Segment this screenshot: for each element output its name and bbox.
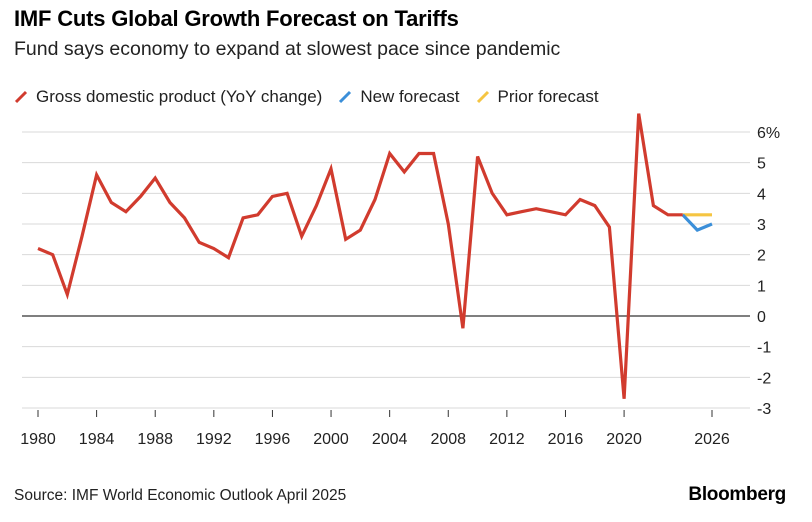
x-tick-label: 2026 [694,431,730,448]
y-tick-label: 2 [757,248,766,265]
x-tick-label: 1980 [20,431,56,448]
legend-item-prior-forecast: Prior forecast [476,87,599,107]
bloomberg-logo: Bloomberg [688,484,786,505]
y-tick-label: 1 [757,278,766,295]
x-tick-label: 1988 [137,431,173,448]
y-tick-label: 4 [757,186,766,203]
legend-label-new-forecast: New forecast [360,87,460,106]
x-tick-label: 1996 [255,431,291,448]
y-tick-label: -1 [757,340,771,357]
legend-swatch-prior-forecast [476,90,489,104]
chart-legend: Gross domestic product (YoY change) New … [14,87,615,107]
chart-subtitle: Fund says economy to expand at slowest p… [14,38,561,60]
source-note: Source: IMF World Economic Outlook April… [14,487,347,504]
legend-swatch-gdp [14,90,28,104]
x-tick-label: 1984 [79,431,115,448]
legend-label-gdp: Gross domestic product (YoY change) [36,87,323,106]
y-tick-label: 6% [757,125,780,142]
x-tick-label: 2008 [430,431,466,448]
y-tick-label: -2 [757,370,771,387]
series-line-gdp [37,113,683,399]
x-tick-label: 2020 [606,431,642,448]
x-tick-label: 1992 [196,431,232,448]
x-tick-label: 2004 [372,431,408,448]
x-tick-label: 2012 [489,431,525,448]
x-tick-label: 2000 [313,431,349,448]
y-tick-label: -3 [757,401,771,418]
series-line-new-forecast [681,213,713,232]
y-tick-label: 0 [757,309,766,326]
chart-title: IMF Cuts Global Growth Forecast on Tarif… [14,6,459,31]
x-tick-label: 2016 [548,431,584,448]
y-tick-label: 3 [757,217,766,234]
y-tick-label: 5 [757,156,766,173]
legend-label-prior-forecast: Prior forecast [497,87,599,106]
legend-item-new-forecast: New forecast [338,87,460,107]
legend-item-gdp: Gross domestic product (YoY change) [14,87,322,107]
legend-swatch-new-forecast [339,90,352,104]
